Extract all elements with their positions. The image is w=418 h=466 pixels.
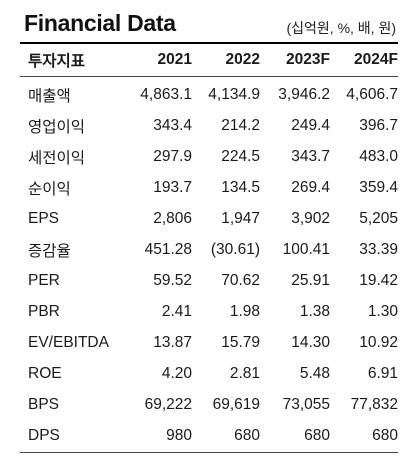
- row-label: DPS: [28, 427, 60, 444]
- bottom-rule: [20, 452, 398, 453]
- row-value: 297.9: [153, 148, 192, 165]
- row-value: 2.81: [229, 365, 260, 382]
- row-label: 매출액: [28, 88, 71, 105]
- row-value: 4,606.7: [346, 86, 398, 103]
- header-year-2023f: 2023F: [286, 51, 330, 68]
- table-row: DPS 980 680 680 680: [20, 421, 398, 451]
- unit-note: (십억원, %, 배, 원): [286, 20, 396, 36]
- table-row: 증감율 451.28 (30.61) 100.41 33.39: [20, 235, 398, 265]
- row-value: 224.5: [221, 148, 260, 165]
- row-value: 2,806: [153, 210, 192, 227]
- header-year-2021: 2021: [157, 51, 192, 68]
- table-row: 세전이익 297.9 224.5 343.7 483.0: [20, 142, 398, 172]
- header-year-2022: 2022: [225, 51, 260, 68]
- row-label: ROE: [28, 365, 62, 382]
- row-value: 269.4: [291, 179, 330, 196]
- row-value: 33.39: [359, 241, 398, 258]
- row-label: PBR: [28, 303, 60, 320]
- row-value: 214.2: [221, 117, 260, 134]
- table-row: EV/EBITDA 13.87 15.79 14.30 10.92: [20, 328, 398, 358]
- table-row: 영업이익 343.4 214.2 249.4 396.7: [20, 111, 398, 141]
- row-label: 영업이익: [28, 119, 86, 136]
- row-value: 100.41: [282, 241, 330, 258]
- row-value: 134.5: [221, 179, 260, 196]
- row-value: 5.48: [299, 365, 330, 382]
- row-value: 25.91: [291, 272, 330, 289]
- row-label: PER: [28, 272, 60, 289]
- row-value: 4.20: [161, 365, 192, 382]
- row-value: 680: [234, 427, 260, 444]
- row-value: 451.28: [144, 241, 192, 258]
- row-value: 70.62: [221, 272, 260, 289]
- row-value: 69,619: [212, 396, 260, 413]
- row-value: 980: [166, 427, 192, 444]
- row-value: 249.4: [291, 117, 330, 134]
- row-value: 483.0: [359, 148, 398, 165]
- row-value: 1.98: [229, 303, 260, 320]
- row-value: 359.4: [359, 179, 398, 196]
- row-value: 680: [304, 427, 330, 444]
- table-row: ROE 4.20 2.81 5.48 6.91: [20, 359, 398, 389]
- row-value: 15.79: [221, 334, 260, 351]
- row-value: 193.7: [153, 179, 192, 196]
- row-value: 6.91: [367, 365, 398, 382]
- row-value: 19.42: [359, 272, 398, 289]
- table-row: 매출액 4,863.1 4,134.9 3,946.2 4,606.7: [20, 80, 398, 110]
- table-row: BPS 69,222 69,619 73,055 77,832: [20, 390, 398, 420]
- row-label: EPS: [28, 210, 60, 227]
- row-value: 2.41: [161, 303, 192, 320]
- row-value: 10.92: [359, 334, 398, 351]
- table-row: EPS 2,806 1,947 3,902 5,205: [20, 204, 398, 234]
- row-value: 59.52: [153, 272, 192, 289]
- row-value: 1,947: [221, 210, 260, 227]
- row-value: 77,832: [350, 396, 398, 413]
- table-row: PBR 2.41 1.98 1.38 1.30: [20, 297, 398, 327]
- row-value: 1.30: [367, 303, 398, 320]
- row-value: 343.4: [153, 117, 192, 134]
- header-label: 투자지표: [28, 53, 86, 70]
- table-row: PER 59.52 70.62 25.91 19.42: [20, 266, 398, 296]
- row-value: 14.30: [291, 334, 330, 351]
- row-value: 5,205: [359, 210, 398, 227]
- row-value: 69,222: [144, 396, 192, 413]
- row-label: EV/EBITDA: [28, 334, 109, 351]
- row-value: 13.87: [153, 334, 192, 351]
- top-rule: [20, 42, 398, 44]
- row-value: 3,946.2: [278, 86, 330, 103]
- row-value: 4,863.1: [140, 86, 192, 103]
- row-value: 3,902: [291, 210, 330, 227]
- row-value: 73,055: [282, 396, 330, 413]
- row-value: 680: [372, 427, 398, 444]
- row-value: 343.7: [291, 148, 330, 165]
- row-label: 세전이익: [28, 150, 86, 167]
- table-row: 순이익 193.7 134.5 269.4 359.4: [20, 173, 398, 203]
- row-label: 순이익: [28, 181, 71, 198]
- table-header-row: 투자지표 2021 2022 2023F 2024F: [20, 45, 398, 75]
- header-rule: [20, 76, 398, 77]
- row-label: BPS: [28, 396, 60, 413]
- row-label: 증감율: [28, 243, 71, 260]
- row-value: 396.7: [359, 117, 398, 134]
- row-value: (30.61): [210, 241, 260, 258]
- header-year-2024f: 2024F: [354, 51, 398, 68]
- row-value: 1.38: [299, 303, 330, 320]
- row-value: 4,134.9: [208, 86, 260, 103]
- page-title: Financial Data: [24, 10, 176, 36]
